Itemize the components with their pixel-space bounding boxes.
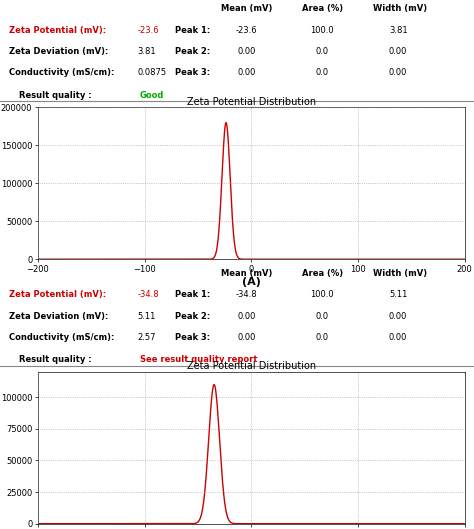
Text: 0.0: 0.0 [316,47,329,56]
Text: 5.11: 5.11 [389,290,407,299]
Text: 0.00: 0.00 [237,312,255,321]
Text: 0.00: 0.00 [389,47,407,56]
Text: 0.00: 0.00 [237,68,255,77]
Text: Peak 1:: Peak 1: [175,25,210,34]
Text: 100.0: 100.0 [310,290,334,299]
Text: Peak 2:: Peak 2: [175,312,210,321]
Text: 0.00: 0.00 [237,333,255,342]
Text: Peak 2:: Peak 2: [175,47,210,56]
Text: -23.6: -23.6 [137,25,159,34]
Text: Zeta Deviation (mV):: Zeta Deviation (mV): [9,47,109,56]
Title: Zeta Potential Distribution: Zeta Potential Distribution [187,361,316,371]
Text: 3.81: 3.81 [389,25,408,34]
Text: Peak 1:: Peak 1: [175,290,210,299]
Text: 0.00: 0.00 [389,68,407,77]
Text: Conductivity (mS/cm):: Conductivity (mS/cm): [9,333,115,342]
Text: Result quality :: Result quality : [19,355,91,364]
Text: 0.0: 0.0 [316,68,329,77]
Text: Width (mV): Width (mV) [374,4,428,13]
Text: Area (%): Area (%) [302,4,343,13]
Text: 100.0: 100.0 [310,25,334,34]
Text: -34.8: -34.8 [137,290,159,299]
Text: Result quality :: Result quality : [19,91,91,100]
Text: 0.0: 0.0 [316,312,329,321]
Title: Zeta Potential Distribution: Zeta Potential Distribution [187,97,316,107]
Text: -23.6: -23.6 [236,25,257,34]
Text: Width (mV): Width (mV) [374,269,428,278]
Text: 0.0: 0.0 [316,333,329,342]
Text: Zeta Potential (mV):: Zeta Potential (mV): [9,25,107,34]
Text: Peak 3:: Peak 3: [175,68,210,77]
Text: Mean (mV): Mean (mV) [221,269,272,278]
Text: Mean (mV): Mean (mV) [221,4,272,13]
Text: 2.57: 2.57 [137,333,156,342]
Text: See result quality report: See result quality report [140,355,257,364]
Text: 0.00: 0.00 [389,312,407,321]
Text: Peak 3:: Peak 3: [175,333,210,342]
Text: Zeta Deviation (mV):: Zeta Deviation (mV): [9,312,109,321]
Text: -34.8: -34.8 [236,290,257,299]
Text: 3.81: 3.81 [137,47,156,56]
Text: Good: Good [140,91,164,100]
Text: Zeta Potential (mV):: Zeta Potential (mV): [9,290,107,299]
Text: 5.11: 5.11 [137,312,156,321]
Text: 0.00: 0.00 [237,47,255,56]
Text: Area (%): Area (%) [302,269,343,278]
Text: 0.0875: 0.0875 [137,68,166,77]
Text: 0.00: 0.00 [389,333,407,342]
Text: Conductivity (mS/cm):: Conductivity (mS/cm): [9,68,115,77]
X-axis label: (A): (A) [242,277,261,287]
